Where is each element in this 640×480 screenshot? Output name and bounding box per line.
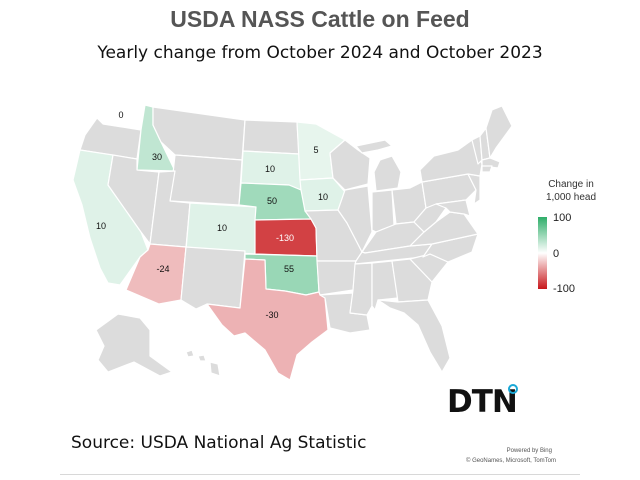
state-value-label-ne: 50 — [267, 196, 277, 206]
legend-min-label: -100 — [553, 283, 576, 295]
legend-title: Change in 1,000 head — [536, 178, 606, 204]
dtn-logo: DTN — [447, 384, 518, 420]
state-north-dakota — [242, 119, 300, 155]
state-value-label-ks: -130 — [276, 233, 294, 243]
state-value-label-wa: 0 — [118, 110, 123, 120]
legend-title-line1: Change in — [548, 179, 594, 190]
state-florida — [377, 299, 451, 373]
state-value-label-ok: 55 — [284, 264, 294, 274]
state-wisconsin — [329, 139, 371, 191]
state-maryland — [435, 199, 471, 217]
state-value-label-ia: 10 — [318, 192, 328, 202]
state-value-label-tx: -30 — [265, 310, 278, 320]
state-wyoming — [169, 154, 243, 206]
state-arkansas — [316, 260, 357, 296]
legend-title-line2: 1,000 head — [545, 192, 597, 203]
powered-by-text: Powered by Bing — [506, 448, 552, 454]
state-montana — [152, 106, 246, 161]
state-texas — [206, 258, 329, 381]
legend-color-scale — [538, 217, 547, 289]
state-value-label-ca: 10 — [96, 221, 106, 231]
legend-max-label: 100 — [553, 212, 572, 224]
state-new-mexico — [180, 246, 246, 310]
legend-mid-label: 0 — [553, 248, 560, 260]
state-connecticut — [481, 165, 493, 173]
state-value-label-sd: 10 — [265, 164, 275, 174]
state-value-label-az: -24 — [156, 264, 169, 274]
state-alaska — [95, 313, 173, 377]
state-value-label-mn: 5 — [313, 145, 318, 155]
state-value-label-co: 10 — [217, 223, 227, 233]
map-title: USDA NASS Cattle on Feed — [170, 6, 470, 32]
state-value-label-id: 30 — [152, 152, 162, 162]
state-maine — [485, 105, 513, 159]
map-subtitle: Yearly change from October 2024 and Octo… — [97, 43, 543, 63]
state-michigan — [355, 139, 402, 192]
bottom-divider — [60, 474, 580, 475]
source-note: Source: USDA National Ag Statistic — [71, 433, 367, 453]
state-georgia — [391, 258, 433, 303]
map-credits-text: © GeoNames, Microsoft, TomTom — [466, 458, 556, 464]
dtn-logo-ring-icon — [508, 384, 518, 394]
state-hawaii — [185, 349, 221, 377]
